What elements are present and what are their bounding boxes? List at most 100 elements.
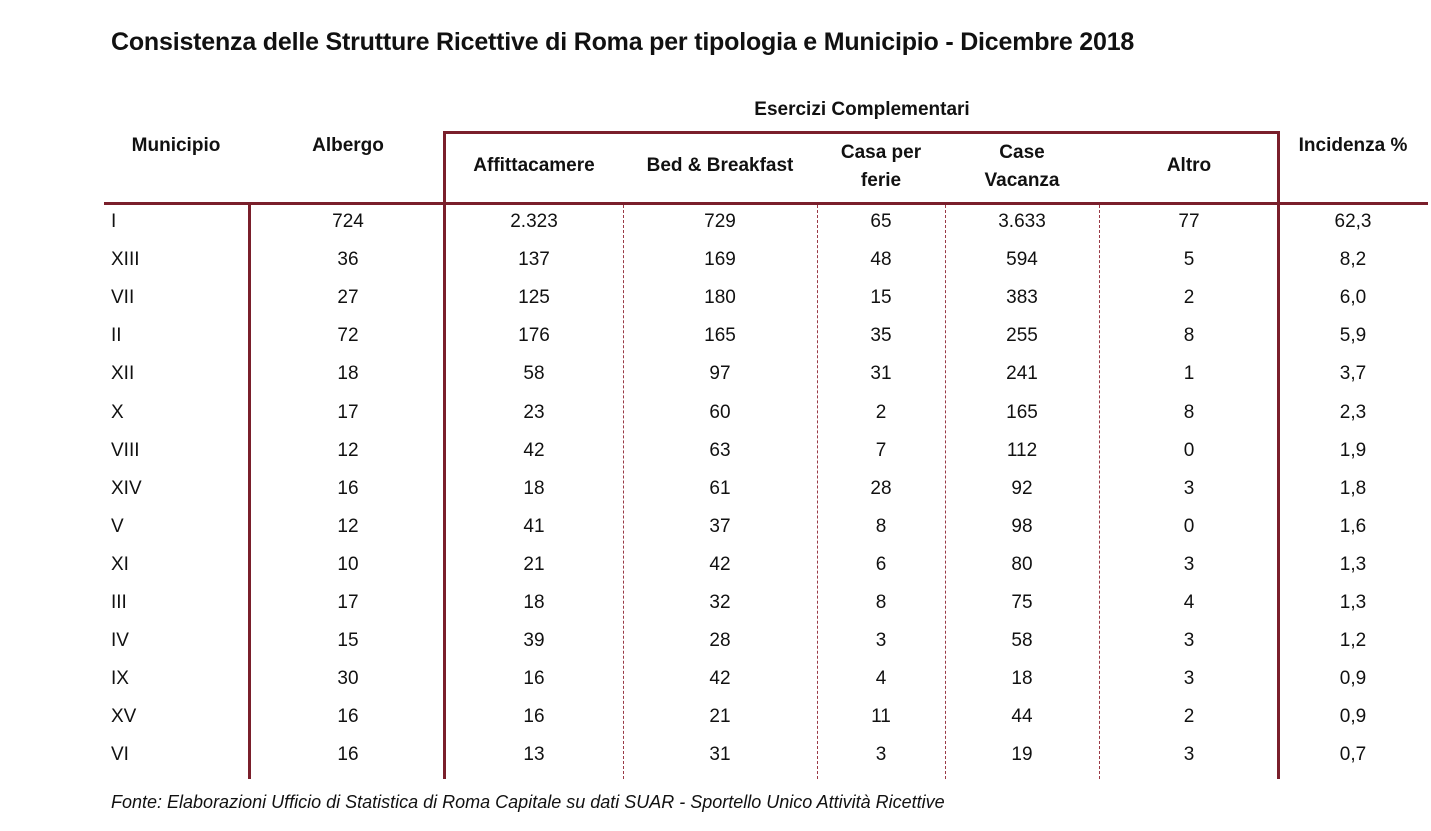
cell-bnb: 97 xyxy=(709,363,731,385)
cell-altro: 8 xyxy=(1183,325,1195,347)
cell-affittacamere: 137 xyxy=(518,249,550,271)
cell-casa-ferie: 28 xyxy=(870,477,892,499)
cell-incidenza: 0,7 xyxy=(1339,744,1367,766)
cell-case-vacanza: 241 xyxy=(1006,363,1038,385)
cell-incidenza: 1,6 xyxy=(1339,515,1367,537)
cell-municipio: I xyxy=(111,211,117,232)
cell-affittacamere: 18 xyxy=(523,592,545,613)
cell-albergo: 12 xyxy=(337,515,359,537)
cell-altro: 3 xyxy=(1183,668,1195,690)
cell-affittacamere: 58 xyxy=(523,363,545,385)
cell-municipio: XIV xyxy=(111,477,142,499)
divider-before-incidenza xyxy=(1277,131,1280,779)
cell-case-vacanza: 58 xyxy=(1011,630,1033,652)
cell-casa-ferie: 8 xyxy=(875,515,887,537)
cell-casa-ferie: 15 xyxy=(870,287,892,309)
cell-casa-ferie: 7 xyxy=(875,439,887,461)
divider-after-albergo xyxy=(443,131,446,779)
cell-bnb: 37 xyxy=(709,515,731,537)
group-underline xyxy=(446,131,1280,134)
cell-case-vacanza: 18 xyxy=(1011,668,1033,690)
cell-case-vacanza: 594 xyxy=(1006,249,1038,271)
cell-altro: 3 xyxy=(1183,477,1195,499)
cell-albergo: 27 xyxy=(337,287,359,309)
cell-bnb: 180 xyxy=(704,287,736,309)
cell-albergo: 17 xyxy=(337,592,359,613)
cell-incidenza: 3,7 xyxy=(1339,363,1367,385)
cell-incidenza: 1,9 xyxy=(1339,439,1367,461)
cell-bnb: 61 xyxy=(709,477,731,499)
cell-case-vacanza: 98 xyxy=(1011,515,1033,537)
header-municipio: Municipio xyxy=(131,135,221,156)
header-affittacamere: Affittacamere xyxy=(473,155,595,176)
cell-incidenza: 1,2 xyxy=(1339,630,1367,652)
cell-case-vacanza: 165 xyxy=(1006,401,1038,423)
cell-altro: 3 xyxy=(1183,744,1195,766)
cell-bnb: 60 xyxy=(709,401,731,423)
cell-incidenza: 1,3 xyxy=(1339,553,1367,575)
cell-casa-ferie: 6 xyxy=(875,553,887,575)
cell-bnb: 32 xyxy=(709,592,731,613)
cell-municipio: V xyxy=(111,515,124,537)
cell-incidenza: 0,9 xyxy=(1339,668,1367,690)
cell-bnb: 31 xyxy=(709,744,731,766)
cell-affittacamere: 13 xyxy=(523,744,545,766)
header-group-esercizi: Esercizi Complementari xyxy=(754,99,970,120)
cell-altro: 0 xyxy=(1183,515,1195,537)
header-case-vacanza-line1: Case xyxy=(999,142,1045,163)
header-case-vacanza-line2: Vacanza xyxy=(984,170,1060,191)
cell-affittacamere: 2.323 xyxy=(510,211,558,232)
cell-case-vacanza: 19 xyxy=(1011,744,1033,766)
header-albergo: Albergo xyxy=(312,135,384,156)
cell-incidenza: 0,9 xyxy=(1339,706,1367,728)
cell-municipio: X xyxy=(111,401,124,423)
cell-case-vacanza: 383 xyxy=(1006,287,1038,309)
cell-albergo: 72 xyxy=(337,325,359,347)
cell-altro: 2 xyxy=(1183,287,1195,309)
cell-affittacamere: 41 xyxy=(523,515,545,537)
cell-incidenza: 1,3 xyxy=(1339,592,1367,613)
cell-altro: 1 xyxy=(1183,363,1195,385)
cell-albergo: 36 xyxy=(337,249,359,271)
cell-affittacamere: 39 xyxy=(523,630,545,652)
divider-dashed-2 xyxy=(817,205,818,779)
cell-incidenza: 8,2 xyxy=(1339,249,1367,271)
cell-altro: 8 xyxy=(1183,401,1195,423)
cell-incidenza: 1,8 xyxy=(1339,477,1367,499)
cell-altro: 2 xyxy=(1183,706,1195,728)
cell-municipio: XV xyxy=(111,706,137,728)
divider-dashed-3 xyxy=(945,205,946,779)
cell-case-vacanza: 75 xyxy=(1011,592,1033,613)
header-bnb: Bed & Breakfast xyxy=(646,155,794,176)
cell-municipio: XI xyxy=(111,553,129,575)
cell-bnb: 63 xyxy=(709,439,731,461)
cell-affittacamere: 176 xyxy=(518,325,550,347)
cell-albergo: 30 xyxy=(337,668,359,690)
header-casa-ferie-line2: ferie xyxy=(860,170,902,191)
divider-dashed-4 xyxy=(1099,205,1100,779)
cell-incidenza: 6,0 xyxy=(1339,287,1367,309)
cell-municipio: XII xyxy=(111,363,135,385)
cell-albergo: 17 xyxy=(337,401,359,423)
cell-affittacamere: 125 xyxy=(518,287,550,309)
cell-municipio: II xyxy=(111,325,122,347)
cell-casa-ferie: 4 xyxy=(875,668,887,690)
cell-altro: 0 xyxy=(1183,439,1195,461)
cell-case-vacanza: 92 xyxy=(1011,477,1033,499)
cell-bnb: 169 xyxy=(704,249,736,271)
cell-altro: 77 xyxy=(1178,211,1200,232)
cell-albergo: 16 xyxy=(337,744,359,766)
header-altro: Altro xyxy=(1166,155,1212,176)
cell-case-vacanza: 44 xyxy=(1011,706,1033,728)
cell-casa-ferie: 3 xyxy=(875,744,887,766)
header-bottom-rule xyxy=(104,202,1428,205)
cell-incidenza: 5,9 xyxy=(1339,325,1367,347)
cell-altro: 5 xyxy=(1183,249,1195,271)
divider-dashed-1 xyxy=(623,205,624,779)
cell-casa-ferie: 3 xyxy=(875,630,887,652)
cell-affittacamere: 23 xyxy=(523,401,545,423)
cell-incidenza: 2,3 xyxy=(1339,401,1367,423)
cell-affittacamere: 16 xyxy=(523,706,545,728)
cell-casa-ferie: 2 xyxy=(875,401,887,423)
cell-casa-ferie: 11 xyxy=(871,706,891,728)
